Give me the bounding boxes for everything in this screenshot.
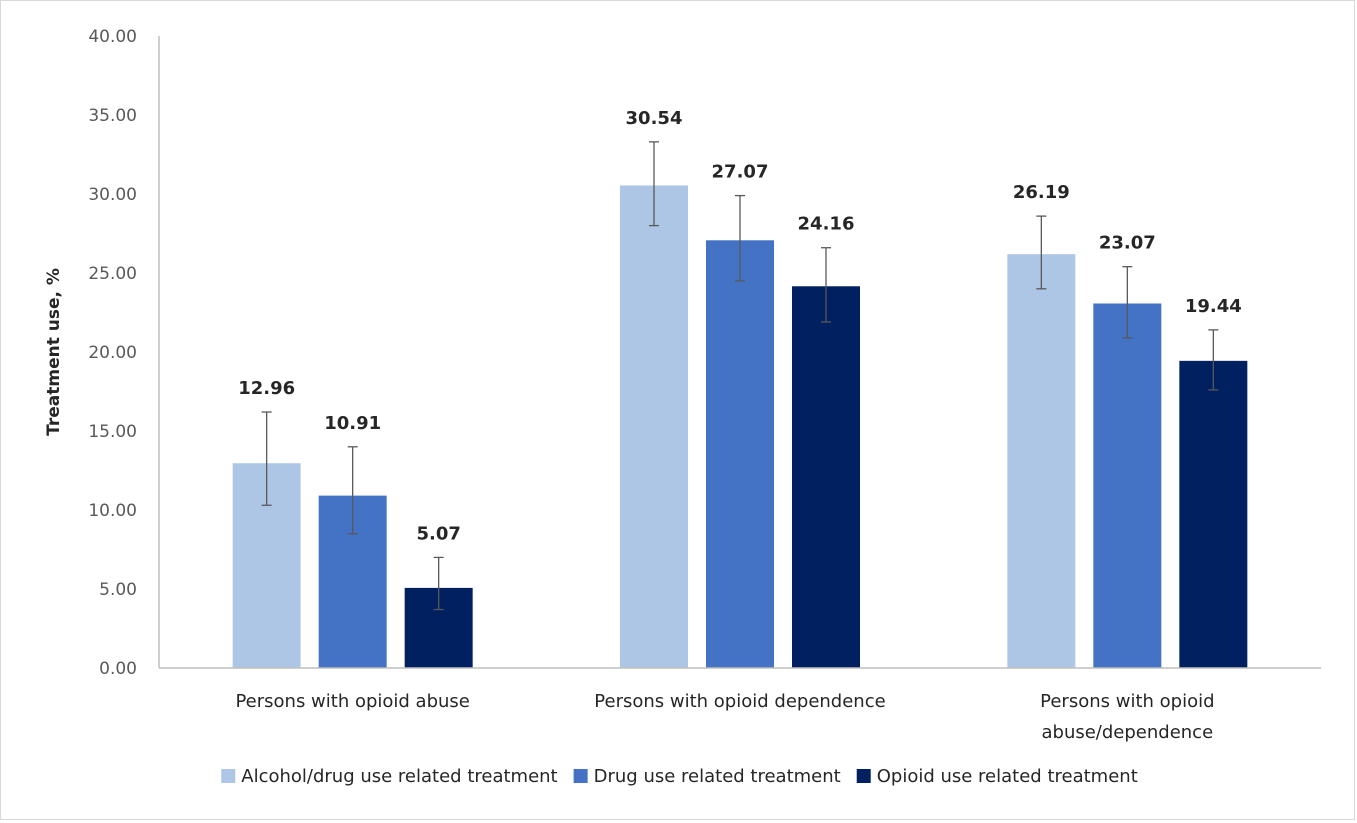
data-label: 26.19 [1013, 182, 1070, 203]
legend-swatch [856, 769, 871, 783]
x-tick-label: Persons with opioid dependence [594, 691, 885, 712]
y-tick-label: 30.00 [88, 185, 137, 205]
x-tick-label: Persons with opioid [1040, 691, 1214, 712]
y-tick-label: 35.00 [88, 106, 137, 126]
bar [1093, 303, 1162, 668]
bar [620, 185, 688, 668]
data-label: 30.54 [626, 108, 683, 129]
legend-label: Alcohol/drug use related treatment [241, 766, 557, 787]
y-tick-label: 40.00 [88, 27, 137, 47]
data-label: 12.96 [238, 378, 295, 399]
data-label: 19.44 [1185, 296, 1242, 317]
bar [1179, 360, 1248, 668]
data-label: 10.91 [324, 413, 381, 434]
legend-label: Opioid use related treatment [877, 766, 1138, 787]
y-tick-label: 0.00 [99, 659, 137, 679]
bar [706, 240, 774, 668]
data-label: 23.07 [1099, 233, 1156, 254]
legend-swatch [573, 769, 588, 783]
bar [1007, 254, 1076, 668]
legend-swatch [221, 769, 236, 783]
y-tick-label: 20.00 [88, 343, 137, 363]
y-tick-label: 15.00 [88, 422, 137, 442]
x-tick-label: Persons with opioid abuse [235, 691, 469, 712]
y-tick-label: 10.00 [88, 501, 137, 521]
y-tick-label: 5.00 [99, 580, 137, 600]
y-tick-label: 25.00 [88, 264, 137, 284]
data-label: 24.16 [798, 214, 855, 235]
legend-label: Drug use related treatment [594, 766, 841, 787]
x-tick-label: abuse/dependence [1041, 722, 1213, 743]
data-label: 5.07 [416, 523, 460, 544]
bar [792, 286, 860, 668]
y-axis-label: Treatment use, % [44, 268, 64, 436]
data-label: 27.07 [712, 162, 769, 183]
